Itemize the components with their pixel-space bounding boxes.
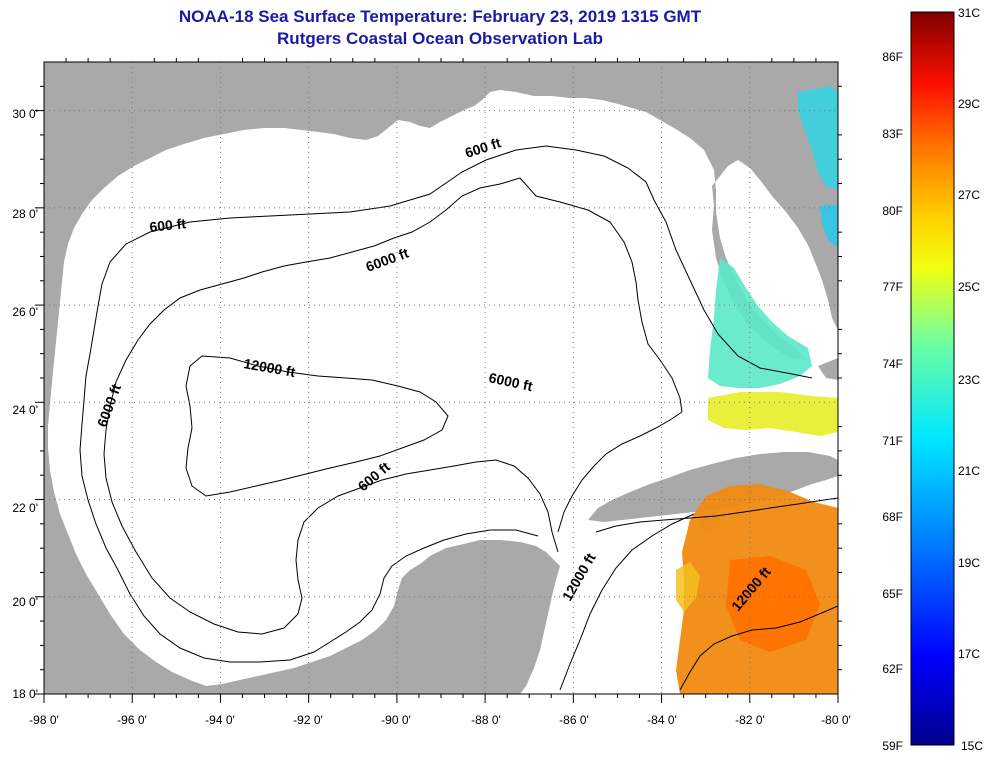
y-axis-labels: 30 0' 28 0' 26 0' 24 0' 22 0' 20 0' 18 0… [12,107,38,701]
colorbar-f-label: 71F [882,434,903,448]
colorbar-f-label: 62F [882,662,903,676]
colorbar-celsius-labels: 31C 29C 27C 25C 23C 21C 19C 17C 15C [958,6,983,753]
x-tick-label: -94 0' [205,713,235,727]
colorbar-f-label: 83F [882,127,903,141]
colorbar-f-label: 68F [882,510,903,524]
sst-data-layer [676,86,838,694]
colorbar-f-label: 86F [882,50,903,64]
x-tick-label: -96 0' [117,713,147,727]
axis-ticks [35,58,842,703]
sst-patch-west-florida-shelf [708,258,812,388]
colorbar-f-label: 65F [882,587,903,601]
graticule [44,62,838,694]
sst-patch-florida-atlantic [798,86,838,190]
y-tick-label: 26 0' [12,305,38,319]
colorbar-f-label: 74F [882,357,903,371]
colorbar-c-label: 21C [958,464,980,478]
map-subtitle: Rutgers Coastal Ocean Observation Lab [277,29,603,48]
y-tick-label: 30 0' [12,107,38,121]
contour-cuba-shelf [595,497,838,533]
y-tick-label: 20 0' [12,595,38,609]
colorbar-f-label: 77F [882,280,903,294]
colorbar-c-label: 25C [958,280,980,294]
x-tick-label: -98 0' [29,713,59,727]
colorbar-c-label: 23C [958,373,980,387]
x-tick-label: -90 0' [381,713,411,727]
contour-600ft [79,145,813,663]
y-tick-label: 24 0' [12,403,38,417]
y-tick-label: 18 0' [12,687,38,701]
sst-patch-florida-east [820,204,838,248]
colorbar-f-label: 59F [882,739,903,753]
x-tick-label: -92 0' [293,713,323,727]
y-tick-label: 22 0' [12,501,38,515]
colorbar-c-label: 27C [958,188,980,202]
y-tick-label: 28 0' [12,207,38,221]
sst-patch-caribbean-yellow [676,562,700,612]
bathymetry-contours [79,145,838,691]
colorbar-c-label: 31C [958,6,980,20]
x-tick-label: -84 0' [647,713,677,727]
x-tick-label: -80 0' [821,713,851,727]
map-title: NOAA-18 Sea Surface Temperature: Februar… [178,7,702,26]
land-cuba [588,452,838,522]
x-tick-label: -82 0' [735,713,765,727]
colorbar-c-label: 19C [958,556,980,570]
contour-12000ft [185,355,449,497]
colorbar-c-label: 17C [958,647,980,661]
colorbar-f-label: 80F [882,204,903,218]
colorbar [910,11,955,746]
colorbar-c-label: 15C [961,739,983,753]
contour-label: 600 ft [149,215,187,235]
map-border [43,61,839,695]
x-tick-label: -86 0' [559,713,589,727]
sst-patch-florida-keys [708,392,838,436]
contour-12000ft-caribbean [559,513,838,691]
contour-6000ft [103,177,683,635]
colorbar-c-label: 29C [958,97,980,111]
x-tick-label: -88 0' [471,713,501,727]
land-north-america [44,62,838,694]
land-bahamas [818,358,838,380]
x-axis-labels: -98 0' -96 0' -94 0' -92 0' -90 0' -88 0… [29,713,851,727]
colorbar-fahrenheit-labels: 86F 83F 80F 77F 74F 71F 68F 65F 62F 59F [882,50,903,753]
